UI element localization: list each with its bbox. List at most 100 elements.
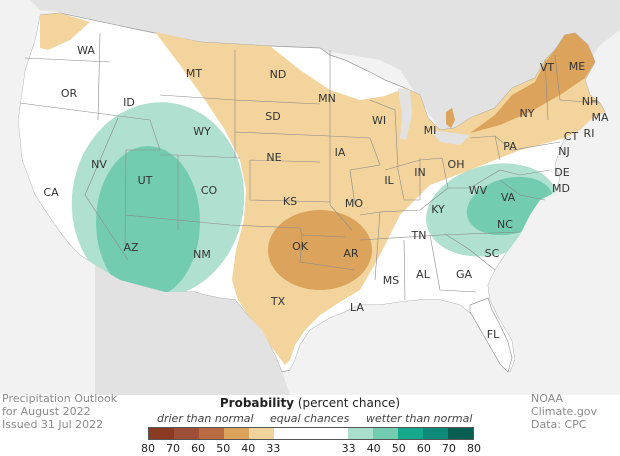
legend-swatch <box>348 428 374 439</box>
dry-region-michigan-thumb <box>446 108 455 128</box>
state-label-ia: IA <box>335 146 346 159</box>
legend-swatch <box>173 428 199 439</box>
state-labels: WA OR CA NV ID MT WY UT CO AZ NM ND SD NE KS OK TX MN IA MO… <box>43 44 609 341</box>
wet-region-southwest-inner <box>96 146 200 298</box>
legend-tick-label: 80 <box>467 442 481 455</box>
legend-equal-label: equal chances <box>270 412 350 425</box>
state-label-de: DE <box>554 166 569 179</box>
state-label-wv: WV <box>469 184 488 197</box>
state-label-az: AZ <box>123 241 139 254</box>
map-title: Precipitation Outlook <box>2 392 118 405</box>
state-label-tx: TX <box>270 295 286 308</box>
gulf-overlay <box>290 300 515 395</box>
legend-color-bar <box>148 427 474 440</box>
state-label-or: OR <box>61 87 78 100</box>
legend-title-bold: Probability <box>219 396 295 410</box>
map-period: for August 2022 <box>2 405 91 418</box>
state-label-mo: MO <box>345 197 363 210</box>
legend-swatch <box>448 428 473 439</box>
state-label-ms: MS <box>383 274 399 287</box>
state-label-nd: ND <box>270 68 287 81</box>
state-label-ma: MA <box>591 111 608 124</box>
state-label-nh: NH <box>582 95 599 108</box>
state-label-nv: NV <box>91 158 107 171</box>
credits: NOAA Climate.gov Data: CPC <box>531 392 620 431</box>
legend-tick-label: 50 <box>216 442 231 455</box>
legend-tick-label: 33 <box>341 442 356 455</box>
legend-swatch <box>373 428 399 439</box>
state-label-ny: NY <box>520 107 535 120</box>
credits-source: NOAA Climate.gov <box>531 392 598 418</box>
legend-title-rest: (percent chance) <box>294 396 401 410</box>
state-label-ne: NE <box>266 151 281 164</box>
state-label-sc: SC <box>485 247 500 260</box>
legend-wetter-label: wetter than normal <box>366 412 473 425</box>
legend-tick-label: 50 <box>391 442 406 455</box>
state-label-il: IL <box>384 174 394 187</box>
state-label-fl: FL <box>487 328 500 341</box>
legend-title: Probability (percent chance) <box>0 396 620 410</box>
mexico-overlay <box>95 265 290 395</box>
state-label-va: VA <box>501 191 516 204</box>
state-label-tn: TN <box>411 229 427 242</box>
legend-tick-label: 40 <box>241 442 256 455</box>
state-label-ga: GA <box>456 268 473 281</box>
legend-tick-label: 80 <box>141 442 155 455</box>
precipitation-outlook-map: WA OR CA NV ID MT WY UT CO AZ NM ND SD NE KS OK TX MN IA MO… <box>0 0 620 395</box>
legend-tick-label: 60 <box>191 442 206 455</box>
state-label-ri: RI <box>584 127 595 140</box>
state-label-co: CO <box>201 184 218 197</box>
state-label-md: MD <box>552 182 570 195</box>
state-label-id: ID <box>123 96 135 109</box>
dry-region-central-band <box>155 32 605 365</box>
state-label-ky: KY <box>431 203 445 216</box>
map-issued-date: Issued 31 Jul 2022 <box>2 418 104 431</box>
legend-swatch <box>198 428 224 439</box>
dry-region-northeast <box>470 33 595 133</box>
state-label-wa: WA <box>77 44 95 57</box>
state-label-la: LA <box>350 301 364 314</box>
credits-data: Data: CPC <box>531 418 587 431</box>
state-label-wi: WI <box>372 114 386 127</box>
legend-drier-label: drier than normal <box>157 412 254 425</box>
state-label-wy: WY <box>193 125 211 138</box>
legend-swatch <box>149 428 174 439</box>
dry-region-northwest-wa <box>40 13 90 50</box>
state-label-pa: PA <box>503 140 517 153</box>
canada-land <box>30 0 620 130</box>
legend-tick-label: 70 <box>441 442 456 455</box>
state-label-mn: MN <box>318 92 336 105</box>
state-label-ct: CT <box>564 130 579 143</box>
legend-tick-label: 33 <box>266 442 281 455</box>
state-label-mt: MT <box>186 67 202 80</box>
legend-tick-label: 40 <box>366 442 381 455</box>
state-label-ar: AR <box>343 247 359 260</box>
state-label-al: AL <box>416 268 431 281</box>
state-label-ks: KS <box>283 195 297 208</box>
state-label-nm: NM <box>193 248 211 261</box>
map-caption: Precipitation Outlook for August 2022 Is… <box>2 392 117 431</box>
state-label-in: IN <box>414 166 425 179</box>
pacific-overlay <box>0 0 95 395</box>
state-label-ca: CA <box>43 186 59 199</box>
atlantic-overlay <box>488 110 620 395</box>
legend-swatch <box>423 428 449 439</box>
legend-tick-label: 70 <box>166 442 181 455</box>
state-label-vt: VT <box>540 61 555 74</box>
legend-tick-label: 60 <box>416 442 431 455</box>
state-label-nc: NC <box>497 218 513 231</box>
state-label-ut: UT <box>138 174 153 187</box>
state-label-ok: OK <box>292 240 309 253</box>
state-label-nj: NJ <box>558 145 569 158</box>
state-label-me: ME <box>569 60 585 73</box>
state-borders <box>19 32 601 301</box>
legend-swatch <box>223 428 249 439</box>
legend-swatch <box>398 428 424 439</box>
great-lakes <box>398 88 470 145</box>
state-label-oh: OH <box>448 158 465 171</box>
state-label-mi: MI <box>424 124 437 137</box>
state-label-sd: SD <box>265 110 280 123</box>
legend-swatch <box>273 428 349 439</box>
legend-swatch <box>248 428 274 439</box>
florida-land <box>469 297 513 373</box>
